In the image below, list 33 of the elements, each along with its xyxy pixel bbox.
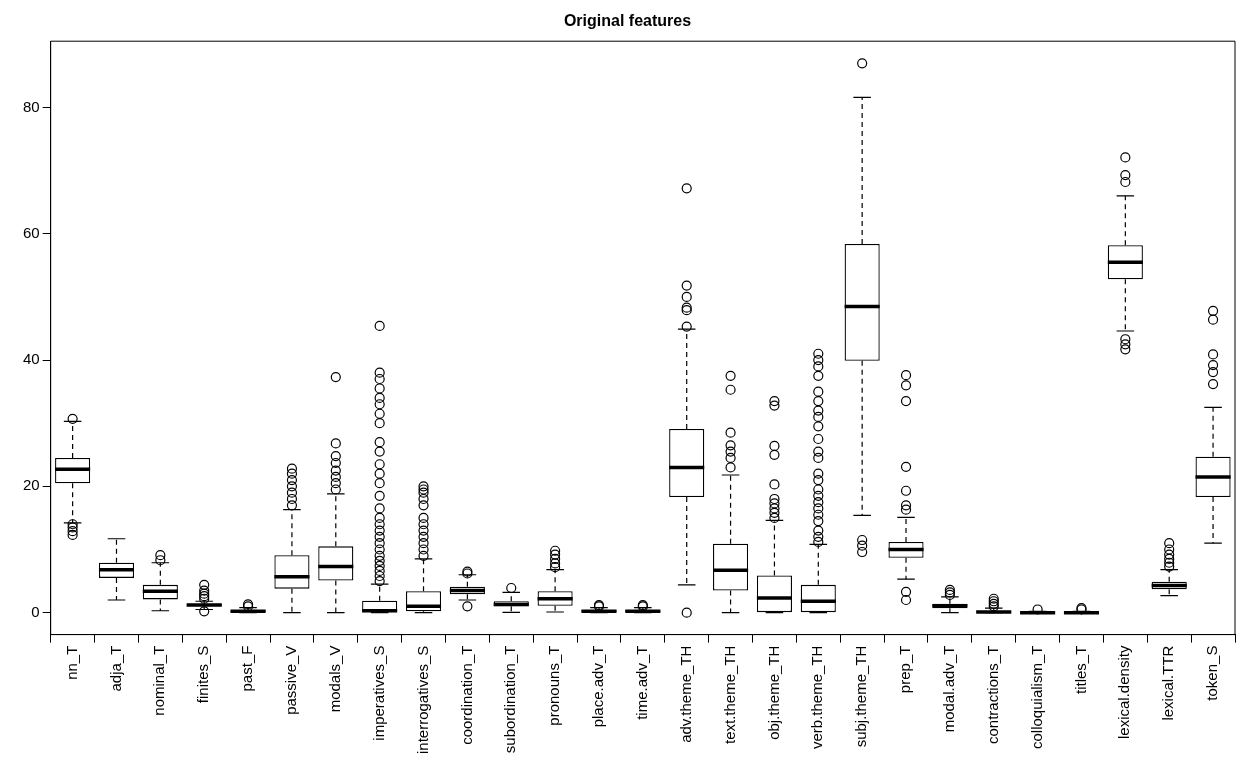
x-tick-label: passive_V <box>282 645 300 715</box>
x-tick-label: verb.theme_TH <box>808 645 826 749</box>
x-tick-label: subj.theme_TH <box>852 645 870 748</box>
x-tick-label: colloquialism_T <box>1027 645 1045 749</box>
y-tick-label: 40 <box>23 350 40 368</box>
x-tick-label: coordination_T <box>457 645 475 745</box>
chart-title: Original features <box>563 12 692 30</box>
x-tick-label: time.adv_T <box>632 645 650 720</box>
x-tick-label: nn_T <box>62 645 80 680</box>
x-tick-label: modals_V <box>325 645 343 713</box>
x-tick-label: lexical.TTR <box>1159 645 1177 721</box>
x-tick-label: modal.adv_T <box>940 645 958 733</box>
x-tick-label: nominal_T <box>150 645 168 716</box>
y-tick-label: 80 <box>23 97 40 115</box>
x-tick-label: interrogatives_S <box>413 645 431 755</box>
x-tick-label: finites_S <box>194 645 212 704</box>
x-tick-label: adv.theme_TH <box>676 645 694 743</box>
x-tick-label: titles_T <box>1071 645 1089 694</box>
x-tick-label: token_S <box>1203 645 1221 701</box>
x-tick-label: imperatives_S <box>369 645 387 741</box>
x-tick-label: lexical.density <box>1115 645 1133 739</box>
x-tick-label: place.adv_T <box>589 645 607 728</box>
y-tick-label: 20 <box>23 476 40 494</box>
x-tick-label: text.theme_TH <box>720 645 738 744</box>
x-tick-label: prep_T <box>896 645 914 694</box>
x-tick-label: pronouns_T <box>545 645 563 726</box>
y-tick-label: 60 <box>23 223 40 241</box>
x-tick-label: past_F <box>238 645 256 692</box>
y-tick-label: 0 <box>31 602 40 620</box>
x-tick-label: adja_T <box>106 645 124 692</box>
x-tick-label: contractions_T <box>983 645 1001 744</box>
x-tick-label: subordination_T <box>501 645 519 754</box>
x-tick-label: obj.theme_TH <box>764 645 782 740</box>
